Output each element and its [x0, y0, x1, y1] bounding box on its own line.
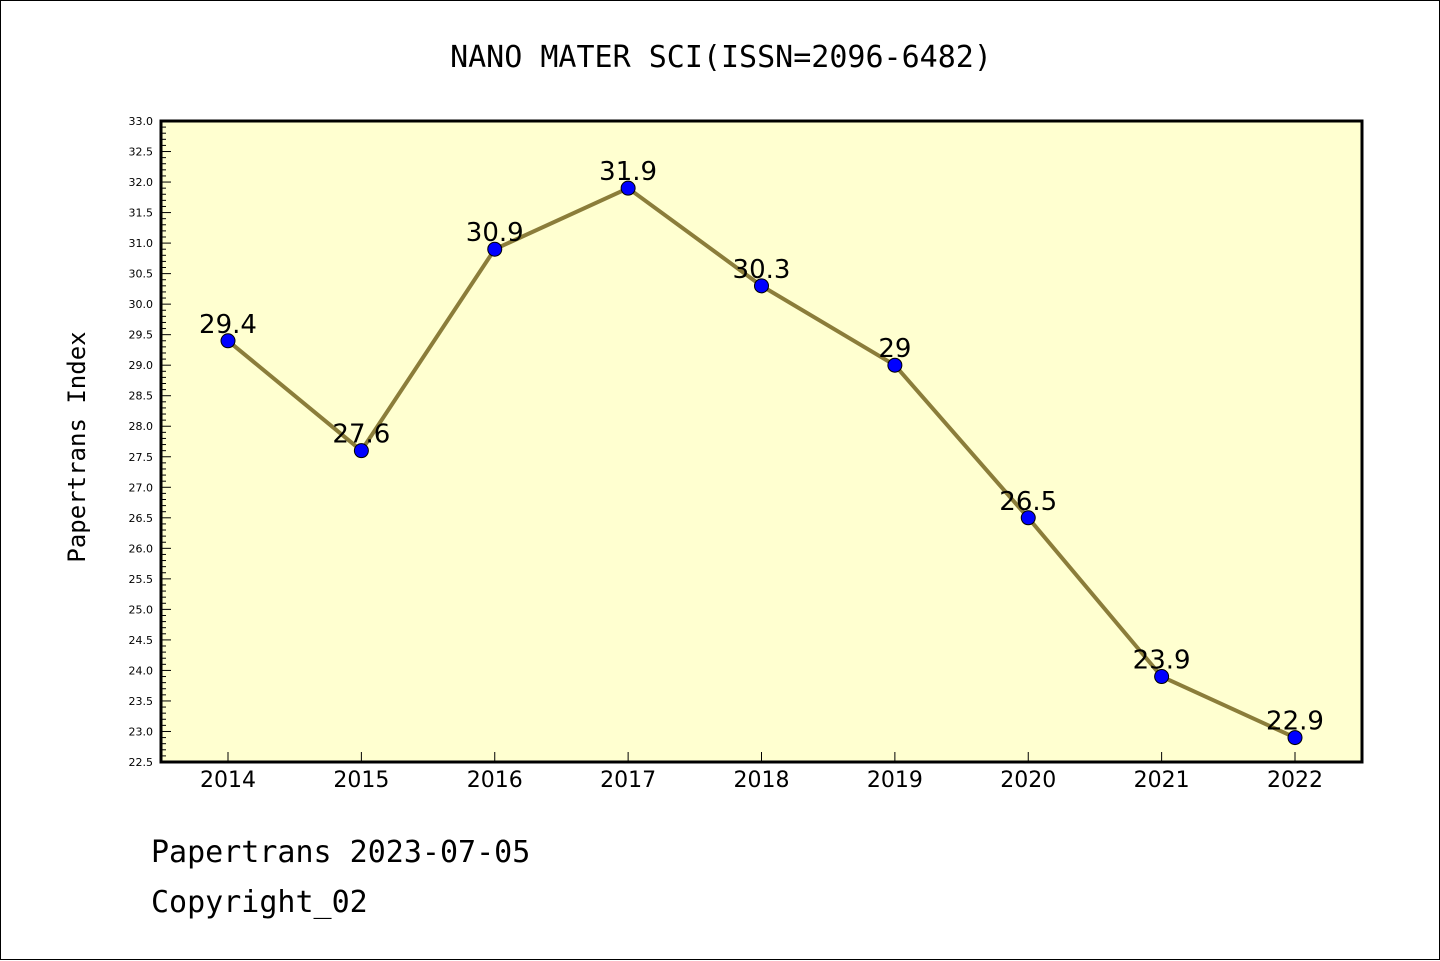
- y-tick-label: 25.0: [129, 603, 154, 616]
- x-tick-label: 2014: [200, 768, 256, 793]
- y-tick-label: 22.5: [129, 756, 154, 769]
- chart-title: NANO MATER SCI(ISSN=2096-6482): [450, 40, 992, 75]
- y-tick-label: 27.0: [129, 481, 154, 494]
- y-tick-label: 33.0: [129, 115, 154, 128]
- data-point: [887, 357, 903, 373]
- data-point: [1154, 669, 1170, 685]
- y-tick-label: 28.5: [129, 390, 154, 403]
- y-tick-label: 29.0: [129, 359, 154, 372]
- y-tick-label: 28.0: [129, 420, 154, 433]
- y-tick-label: 23.0: [129, 725, 154, 738]
- footer-date: Papertrans 2023-07-05: [151, 835, 531, 870]
- data-points: [220, 180, 1303, 746]
- y-tick-label: 26.5: [129, 512, 154, 525]
- data-label: 30.9: [466, 218, 524, 248]
- y-tick-label: 31.5: [129, 207, 154, 220]
- x-tick-label: 2016: [467, 768, 523, 793]
- x-tick-label: 2017: [600, 768, 656, 793]
- data-point: [220, 333, 236, 349]
- y-tick-label: 26.0: [129, 542, 154, 555]
- y-tick-label: 23.5: [129, 695, 154, 708]
- data-label: 27.6: [332, 420, 390, 450]
- y-axis: 22.5 23.0 23.5 24.0 24.5 25.0 25.5 26.0 26.5 27.0…: [129, 115, 171, 769]
- x-tick-label: 2021: [1134, 768, 1190, 793]
- data-point: [353, 443, 369, 459]
- y-tick-label: 25.5: [129, 573, 154, 586]
- data-point: [1287, 730, 1303, 746]
- y-tick-label: 30.0: [129, 298, 154, 311]
- y-tick-label: 32.5: [129, 146, 154, 159]
- x-axis: 2014 2015 2016 2017 2018 2019 2020 2021 2022: [200, 752, 1323, 793]
- y-tick-label: 31.0: [129, 237, 154, 250]
- data-label: 22.9: [1266, 707, 1324, 737]
- y-tick-label: 24.0: [129, 664, 154, 677]
- data-label: 31.9: [599, 157, 657, 187]
- y-tick-label: 24.5: [129, 634, 154, 647]
- data-point: [487, 241, 503, 257]
- y-axis-label: Papertrans Index: [63, 331, 91, 562]
- data-point: [620, 180, 636, 196]
- x-tick-label: 2022: [1267, 768, 1323, 793]
- x-tick-label: 2015: [333, 768, 389, 793]
- data-label: 29: [878, 334, 911, 364]
- footer-copyright: Copyright_02: [151, 885, 368, 920]
- y-tick-label: 29.5: [129, 329, 154, 342]
- y-tick-label: 30.5: [129, 268, 154, 281]
- y-tick-label: 32.0: [129, 176, 154, 189]
- x-tick-label: 2019: [867, 768, 923, 793]
- x-tick-label: 2020: [1000, 768, 1056, 793]
- data-labels: 29.4 27.6 30.9 31.9 30.3 29 26.5 23.9 22.9: [199, 157, 1324, 736]
- data-label: 26.5: [999, 487, 1057, 517]
- x-tick-label: 2018: [734, 768, 790, 793]
- y-tick-label: 27.5: [129, 451, 154, 464]
- data-point: [754, 278, 769, 294]
- data-label: 23.9: [1133, 646, 1191, 676]
- data-point: [1020, 510, 1036, 526]
- data-label: 29.4: [199, 310, 257, 340]
- plot-area: [159, 119, 1364, 764]
- data-label: 30.3: [733, 255, 791, 285]
